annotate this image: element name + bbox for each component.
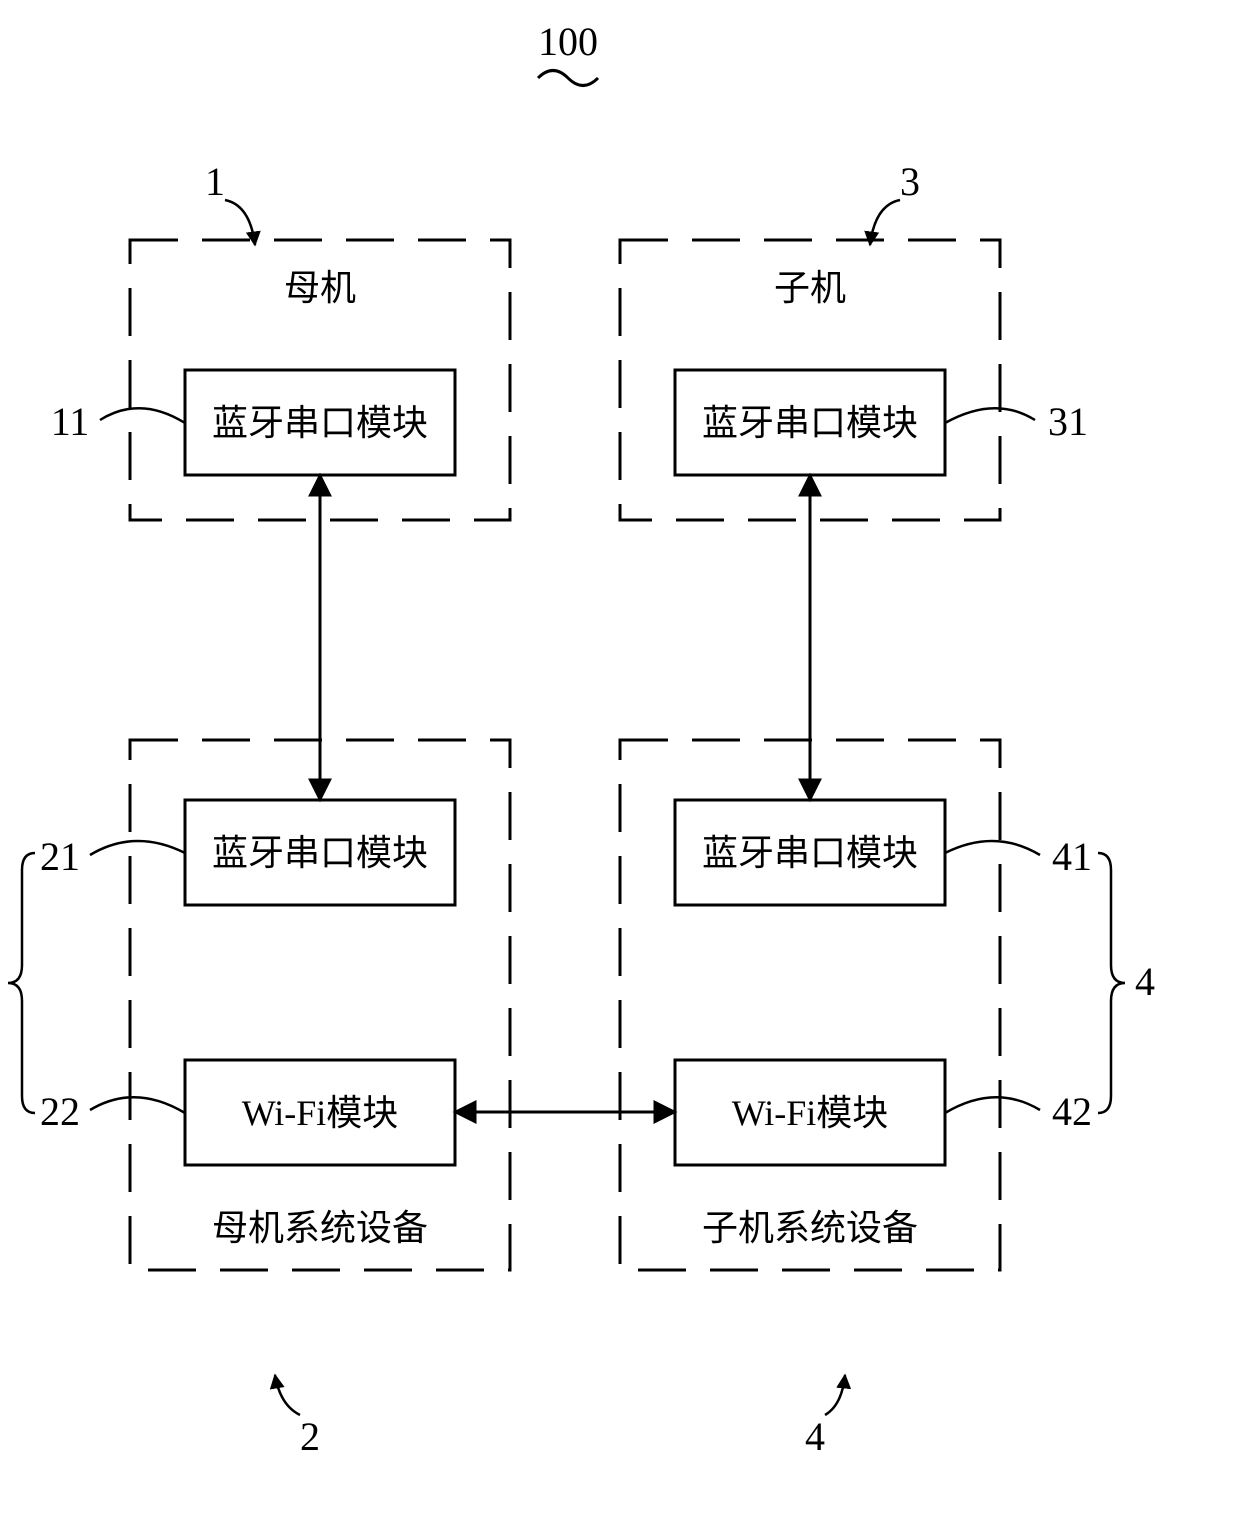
parent-machine-bt-label: 蓝牙串口模块 (212, 403, 428, 443)
ref-31-label: 31 (1048, 399, 1088, 444)
system-diagram: 100 母机 蓝牙串口模块 1 11 子机 蓝牙串口模块 3 31 蓝牙串口模块… (0, 0, 1240, 1513)
ref-4-bottom-label: 4 (805, 1414, 825, 1459)
ref-41-leader (945, 841, 1040, 855)
ref-2-bottom-label: 2 (300, 1414, 320, 1459)
brace-right-label: 4 (1135, 959, 1155, 1004)
child-system-title: 子机系统设备 (702, 1208, 918, 1248)
ref-1-leader (225, 200, 255, 245)
ref-11-leader (100, 408, 185, 423)
ref-21-leader (90, 841, 185, 855)
ref-21-label: 21 (40, 834, 80, 879)
ref-3-leader (870, 200, 900, 245)
ref-11-label: 11 (51, 399, 90, 444)
ref-2-bottom-leader (275, 1375, 300, 1415)
ref-22-label: 22 (40, 1089, 80, 1134)
child-system-group: 蓝牙串口模块 Wi-Fi模块 子机系统设备 (620, 740, 1000, 1270)
ref-41-label: 41 (1052, 834, 1092, 879)
parent-system-dashed-box (130, 740, 510, 1270)
ref-31-leader (945, 408, 1035, 423)
ref-42-label: 42 (1052, 1089, 1092, 1134)
parent-system-group: 蓝牙串口模块 Wi-Fi模块 母机系统设备 (130, 740, 510, 1270)
parent-system-wifi-label: Wi-Fi模块 (242, 1093, 399, 1133)
child-system-bt-label: 蓝牙串口模块 (702, 833, 918, 873)
ref-42-leader (945, 1097, 1040, 1113)
ref-1-label: 1 (205, 159, 225, 204)
ref-3-label: 3 (900, 159, 920, 204)
brace-right (1098, 853, 1125, 1113)
brace-left (8, 853, 35, 1113)
ref-4-bottom-leader (825, 1375, 845, 1415)
child-system-dashed-box (620, 740, 1000, 1270)
figure-ref-wave (538, 71, 598, 86)
child-machine-bt-label: 蓝牙串口模块 (702, 403, 918, 443)
figure-ref-number: 100 (538, 19, 598, 64)
parent-machine-title: 母机 (284, 268, 356, 308)
parent-system-title: 母机系统设备 (212, 1208, 428, 1248)
child-machine-title: 子机 (774, 268, 846, 308)
parent-system-bt-label: 蓝牙串口模块 (212, 833, 428, 873)
child-system-wifi-label: Wi-Fi模块 (732, 1093, 889, 1133)
ref-22-leader (90, 1097, 185, 1113)
